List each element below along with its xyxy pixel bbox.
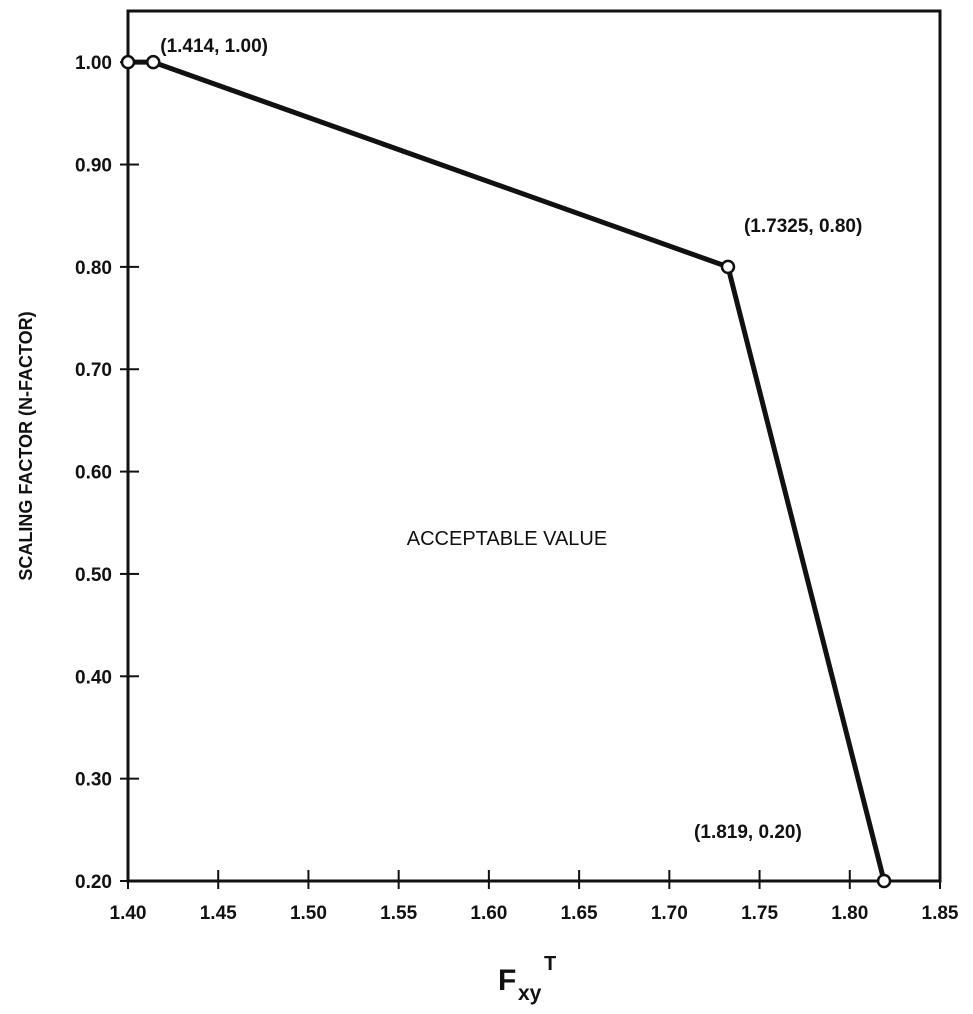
x-tick-label: 1.60 bbox=[470, 903, 507, 924]
x-tick-label: 1.85 bbox=[922, 903, 959, 924]
x-tick-label: 1.45 bbox=[200, 903, 237, 924]
ticks-layer: 1.40 1.45 1.50 1.55 1.60 1.65 1.70 1.75 1.80 1.85… bbox=[75, 53, 959, 924]
data-point bbox=[147, 56, 159, 68]
y-tick-label: 0.90 bbox=[75, 156, 112, 177]
x-axis-label-sub: xy bbox=[518, 982, 542, 1005]
y-tick-label: 0.60 bbox=[75, 463, 112, 484]
y-tick-label: 0.40 bbox=[75, 667, 112, 688]
y-tick-label: 0.30 bbox=[75, 770, 112, 791]
data-point bbox=[122, 56, 134, 68]
x-axis-label: F xy T bbox=[498, 953, 556, 1005]
y-tick-label: 0.50 bbox=[75, 565, 112, 586]
labels-layer: (1.414, 1.00) (1.7325, 0.80) (1.819, 0.20) bbox=[160, 36, 862, 843]
data-point-label: (1.414, 1.00) bbox=[160, 36, 268, 57]
x-tick-label: 1.55 bbox=[380, 903, 417, 924]
x-axis-label-main: F bbox=[498, 964, 516, 997]
region-label: ACCEPTABLE VALUE bbox=[407, 528, 607, 550]
x-tick-label: 1.75 bbox=[741, 903, 778, 924]
data-point-label: (1.7325, 0.80) bbox=[744, 216, 862, 237]
series-line bbox=[128, 62, 884, 881]
x-tick-label: 1.40 bbox=[110, 903, 147, 924]
data-point-label: (1.819, 0.20) bbox=[694, 822, 802, 843]
x-axis-label-sup: T bbox=[544, 953, 556, 975]
y-tick-label: 0.80 bbox=[75, 258, 112, 279]
y-tick-label: 0.20 bbox=[75, 872, 112, 893]
x-tick-label: 1.70 bbox=[651, 903, 688, 924]
plot-frame bbox=[128, 11, 940, 881]
data-point bbox=[878, 875, 890, 887]
x-tick-label: 1.65 bbox=[561, 903, 598, 924]
x-tick-label: 1.80 bbox=[831, 903, 868, 924]
y-tick-label: 0.70 bbox=[75, 360, 112, 381]
series-layer bbox=[122, 56, 890, 887]
y-tick-label: 1.00 bbox=[75, 53, 112, 74]
x-tick-label: 1.50 bbox=[290, 903, 327, 924]
y-axis-label: SCALING FACTOR (N-FACTOR) bbox=[16, 311, 36, 580]
data-point bbox=[722, 261, 734, 273]
